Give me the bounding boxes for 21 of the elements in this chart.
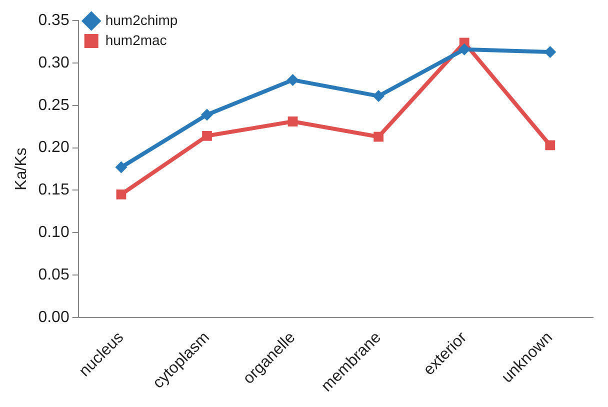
y-tick-label: 0.25 xyxy=(38,96,70,114)
y-tick-label: 0.35 xyxy=(38,12,70,30)
y-tick-label: 0.10 xyxy=(38,224,70,241)
point xyxy=(201,108,214,121)
point xyxy=(286,74,299,86)
legend-label: hum2chimp xyxy=(105,12,178,28)
y-tick-label: 0.15 xyxy=(38,182,70,199)
y-tick-label: 0.00 xyxy=(38,308,70,326)
point xyxy=(372,90,385,102)
point xyxy=(374,132,384,142)
y-tick-label: 0.30 xyxy=(38,54,70,72)
point xyxy=(545,140,556,150)
point xyxy=(115,161,128,174)
y-axis-title: Ka/Ks xyxy=(13,148,30,190)
point xyxy=(116,189,126,200)
point xyxy=(202,130,212,141)
legend-label: hum2mac xyxy=(105,32,167,48)
y-tick-label: 0.05 xyxy=(38,266,70,284)
y-tick-label: 0.20 xyxy=(38,139,70,156)
point xyxy=(288,116,298,126)
point xyxy=(544,46,556,58)
